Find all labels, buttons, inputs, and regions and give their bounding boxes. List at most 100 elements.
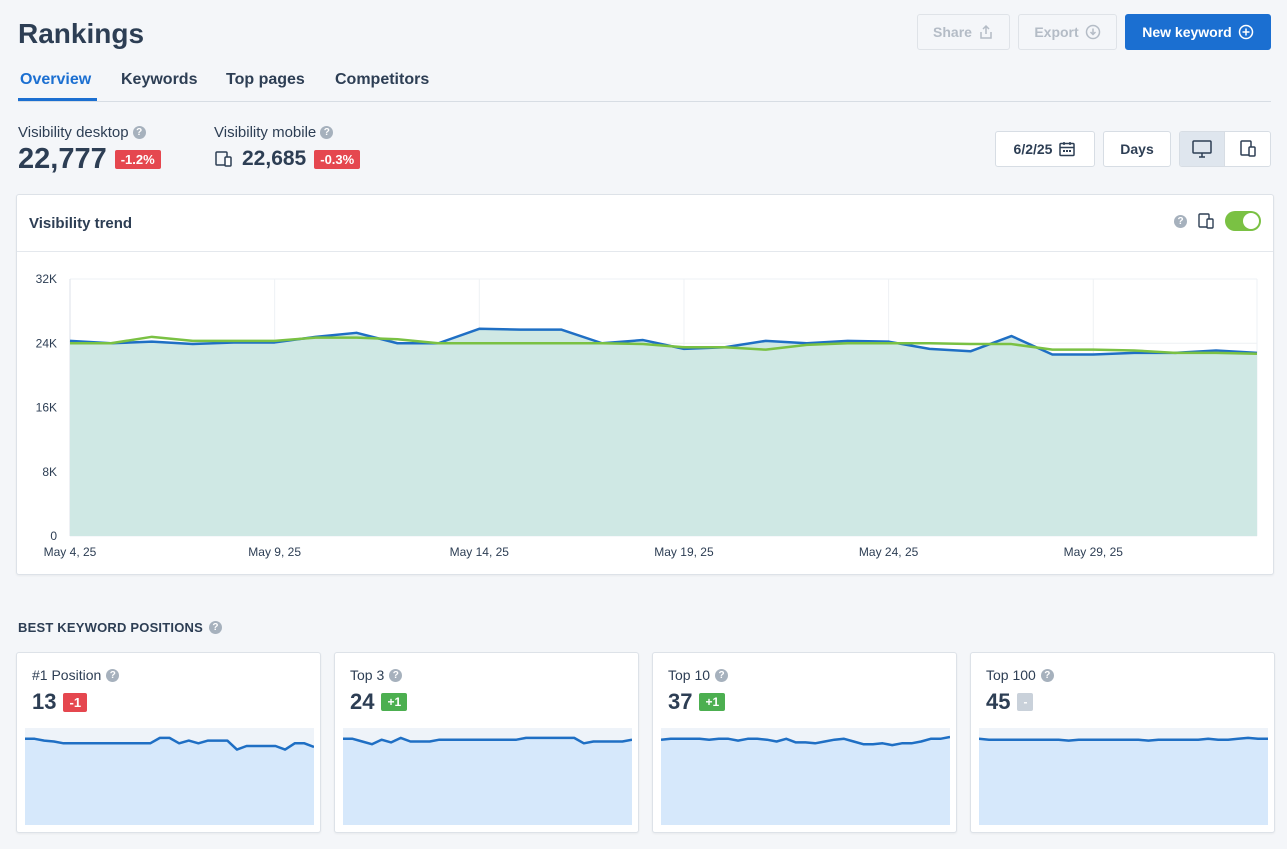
interval-select[interactable]: Days (1103, 131, 1171, 167)
series-line-mobile (70, 335, 1258, 355)
page-header: Rankings Share Export New keyword (18, 14, 1271, 54)
visibility-mobile-label-row: Visibility mobile ? (214, 124, 360, 141)
position-card-label: Top 100 (986, 667, 1036, 683)
x-tick-label: May 29, 25 (1064, 545, 1124, 559)
desktop-icon (1192, 140, 1212, 158)
position-card-value-row: 24 +1 (350, 689, 408, 715)
share-button[interactable]: Share (917, 14, 1010, 50)
position-sparkline (979, 728, 1268, 825)
visibility-trend-header: Visibility trend ? (17, 195, 1273, 252)
help-icon[interactable]: ? (320, 126, 334, 139)
tab-overview[interactable]: Overview (20, 71, 92, 88)
position-card-value-row: 13 -1 (32, 689, 88, 715)
tab-top-pages[interactable]: Top pages (226, 71, 305, 88)
position-card-change-badge: +1 (699, 693, 726, 711)
position-card-4: Top 100 ? 45 - (970, 652, 1275, 833)
y-tick-label: 8K (42, 465, 57, 479)
export-button-label: Export (1034, 24, 1079, 40)
position-card-2: Top 3 ? 24 +1 (334, 652, 639, 833)
desktop-toggle[interactable] (1180, 132, 1225, 166)
active-tab-indicator (18, 98, 97, 101)
share-icon (980, 24, 992, 39)
y-tick-label: 24K (36, 336, 57, 350)
sparkline-line (979, 736, 1268, 742)
visibility-mobile-value: 22,685 (242, 147, 307, 170)
position-card-value: 24 (350, 689, 375, 714)
sparkline-line (343, 736, 632, 746)
series-area-desktop (70, 328, 1257, 536)
tab-keywords[interactable]: Keywords (121, 71, 198, 88)
position-card-label-row: #1 Position ? (32, 667, 120, 683)
calendar-icon (1059, 142, 1076, 157)
position-card-value-row: 37 +1 (668, 689, 726, 715)
mobile-series-toggle[interactable] (1225, 211, 1261, 231)
devices-icon (215, 151, 232, 167)
sparkline-area (25, 737, 314, 825)
new-keyword-button-label: New keyword (1142, 24, 1232, 40)
position-card-label: Top 10 (668, 667, 711, 683)
position-sparkline (343, 728, 632, 825)
y-tick-label: 16K (36, 401, 57, 415)
visibility-trend-card: Visibility trend ? 0 8K 16K 24K 32K May 4, 25… (16, 194, 1274, 575)
sparkline-line (661, 735, 950, 747)
x-tick-label: May 9, 25 (248, 545, 301, 559)
sparkline-area (979, 737, 1268, 825)
help-icon[interactable]: ? (1040, 668, 1054, 682)
position-card-1: #1 Position ? 13 -1 (16, 652, 321, 833)
help-icon[interactable]: ? (132, 126, 146, 139)
visibility-desktop-metric: Visibility desktop ? 22,777 -1.2% (18, 124, 161, 176)
new-keyword-button[interactable]: New keyword (1125, 14, 1271, 50)
visibility-trend-title: Visibility trend (29, 215, 133, 232)
help-icon[interactable]: ? (208, 621, 222, 634)
visibility-desktop-value: 22,777 (18, 143, 107, 175)
visibility-mobile-change-badge: -0.3% (314, 149, 361, 169)
help-icon[interactable]: ? (389, 668, 403, 682)
sparkline-line (25, 736, 314, 751)
visibility-trend-chart: 0 8K 16K 24K 32K May 4, 25 May 9, 25 May 14, 25… (36, 272, 1258, 559)
visibility-mobile-metric: Visibility mobile ? 22,685 -0.3% (214, 124, 361, 171)
x-tick-label: May 24, 25 (859, 545, 919, 559)
visibility-desktop-label: Visibility desktop (18, 124, 129, 141)
position-card-change-badge: -1 (63, 692, 88, 712)
x-tick-label: May 14, 25 (450, 545, 510, 559)
export-button[interactable]: Export (1018, 14, 1117, 50)
sparkline-area (343, 737, 632, 825)
visibility-desktop-label-row: Visibility desktop ? (18, 124, 161, 141)
date-picker-value: 6/2/25 (1013, 141, 1053, 157)
visibility-trend-tools: ? (1174, 211, 1261, 231)
position-card-label: Top 3 (350, 667, 385, 683)
share-button-label: Share (933, 24, 972, 40)
position-card-label-row: Top 100 ? (986, 667, 1054, 683)
help-icon[interactable]: ? (715, 668, 729, 682)
device-switch (1179, 131, 1271, 167)
help-icon[interactable]: ? (106, 668, 120, 682)
sparkline-area (661, 737, 950, 825)
position-card-value-row: 45 - (986, 689, 1034, 715)
date-picker[interactable]: 6/2/25 (995, 131, 1095, 167)
x-tick-label: May 4, 25 (44, 545, 97, 559)
visibility-mobile-value-row: 22,685 -0.3% (214, 147, 361, 171)
tab-bar: Overview Keywords Top pages Competitors (18, 62, 1271, 102)
help-icon[interactable]: ? (1174, 214, 1187, 228)
position-card-label-row: Top 10 ? (668, 667, 729, 683)
position-card-change-badge: - (1017, 693, 1034, 711)
visibility-desktop-change-badge: -1.2% (114, 150, 161, 169)
mobile-toggle[interactable] (1225, 132, 1270, 166)
y-tick-label: 32K (36, 272, 57, 286)
position-card-value: 37 (668, 689, 693, 714)
y-tick-label: 0 (50, 529, 57, 543)
visibility-desktop-value-row: 22,777 -1.2% (18, 143, 161, 176)
devices-icon (1198, 213, 1214, 229)
page-title: Rankings (18, 18, 145, 49)
position-card-change-badge: +1 (381, 693, 408, 711)
devices-icon (1239, 140, 1256, 157)
visibility-mobile-label: Visibility mobile (214, 124, 317, 141)
header-actions: Share Export New keyword (917, 14, 1271, 50)
best-keyword-positions-heading: BEST KEYWORD POSITIONS ? (18, 620, 222, 635)
plus-circle-icon (1238, 24, 1253, 40)
x-tick-label: May 19, 25 (654, 545, 714, 559)
position-card-label-row: Top 3 ? (350, 667, 403, 683)
tab-competitors[interactable]: Competitors (335, 71, 430, 88)
position-card-value: 13 (32, 689, 57, 714)
position-card-label: #1 Position (32, 667, 102, 683)
